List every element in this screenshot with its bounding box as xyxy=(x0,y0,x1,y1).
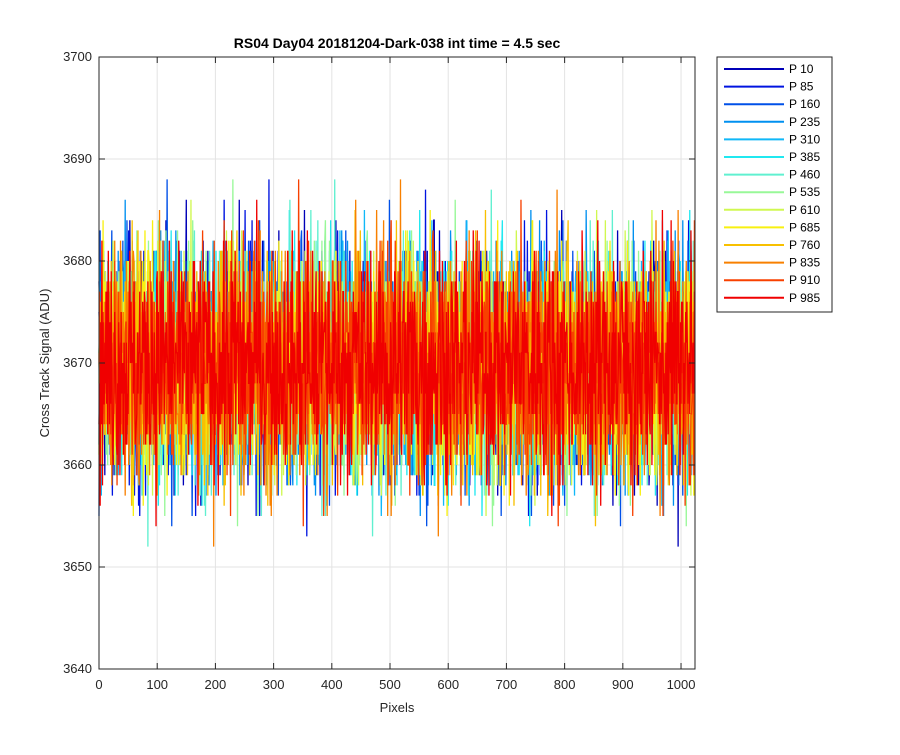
x-tick-label: 200 xyxy=(205,677,227,692)
x-tick-label: 900 xyxy=(612,677,634,692)
chart-title: RS04 Day04 20181204-Dark-038 int time = … xyxy=(234,35,561,51)
x-tick-label: 500 xyxy=(379,677,401,692)
x-tick-label: 0 xyxy=(95,677,102,692)
x-tick-label: 100 xyxy=(146,677,168,692)
legend-entry: P 985 xyxy=(789,291,820,305)
legend-entry: P 685 xyxy=(789,220,820,234)
y-axis: 3640 3650 3660 3670 3680 3690 3700 xyxy=(63,49,695,676)
x-tick-label: 600 xyxy=(437,677,459,692)
y-tick-label: 3640 xyxy=(63,661,92,676)
x-axis-label: Pixels xyxy=(380,700,415,715)
y-tick-label: 3650 xyxy=(63,559,92,574)
x-axis: 0 100 200 300 400 500 600 700 800 900 1000 xyxy=(95,57,695,692)
y-tick-label: 3680 xyxy=(63,253,92,268)
legend-entry: P 235 xyxy=(789,115,820,129)
y-tick-label: 3660 xyxy=(63,457,92,472)
legend-entry: P 310 xyxy=(789,132,820,146)
legend-entry: P 760 xyxy=(789,238,820,252)
y-tick-label: 3690 xyxy=(63,151,92,166)
y-tick-label: 3700 xyxy=(63,49,92,64)
series-lines xyxy=(98,179,696,547)
y-tick-label: 3670 xyxy=(63,355,92,370)
legend-entry: P 835 xyxy=(789,256,820,270)
legend-entry: P 460 xyxy=(789,168,820,182)
legend-entry: P 85 xyxy=(789,80,814,94)
legend-entry: P 910 xyxy=(789,273,820,287)
legend-entry: P 160 xyxy=(789,97,820,111)
legend-entry: P 385 xyxy=(789,150,820,164)
legend-box xyxy=(716,56,833,313)
legend[interactable]: P 10 P 85 P 160 P 235 P 310 P 385 P 460 P 535 P … xyxy=(716,56,833,313)
legend-entry: P 610 xyxy=(789,203,820,217)
x-tick-label: 1000 xyxy=(667,677,696,692)
series-line xyxy=(98,199,696,527)
y-axis-label: Cross Track Signal (ADU) xyxy=(37,289,52,438)
x-tick-label: 700 xyxy=(496,677,518,692)
x-tick-label: 400 xyxy=(321,677,343,692)
x-tick-label: 300 xyxy=(263,677,285,692)
legend-entry: P 535 xyxy=(789,185,820,199)
legend-entry: P 10 xyxy=(789,62,814,76)
x-tick-label: 800 xyxy=(554,677,576,692)
